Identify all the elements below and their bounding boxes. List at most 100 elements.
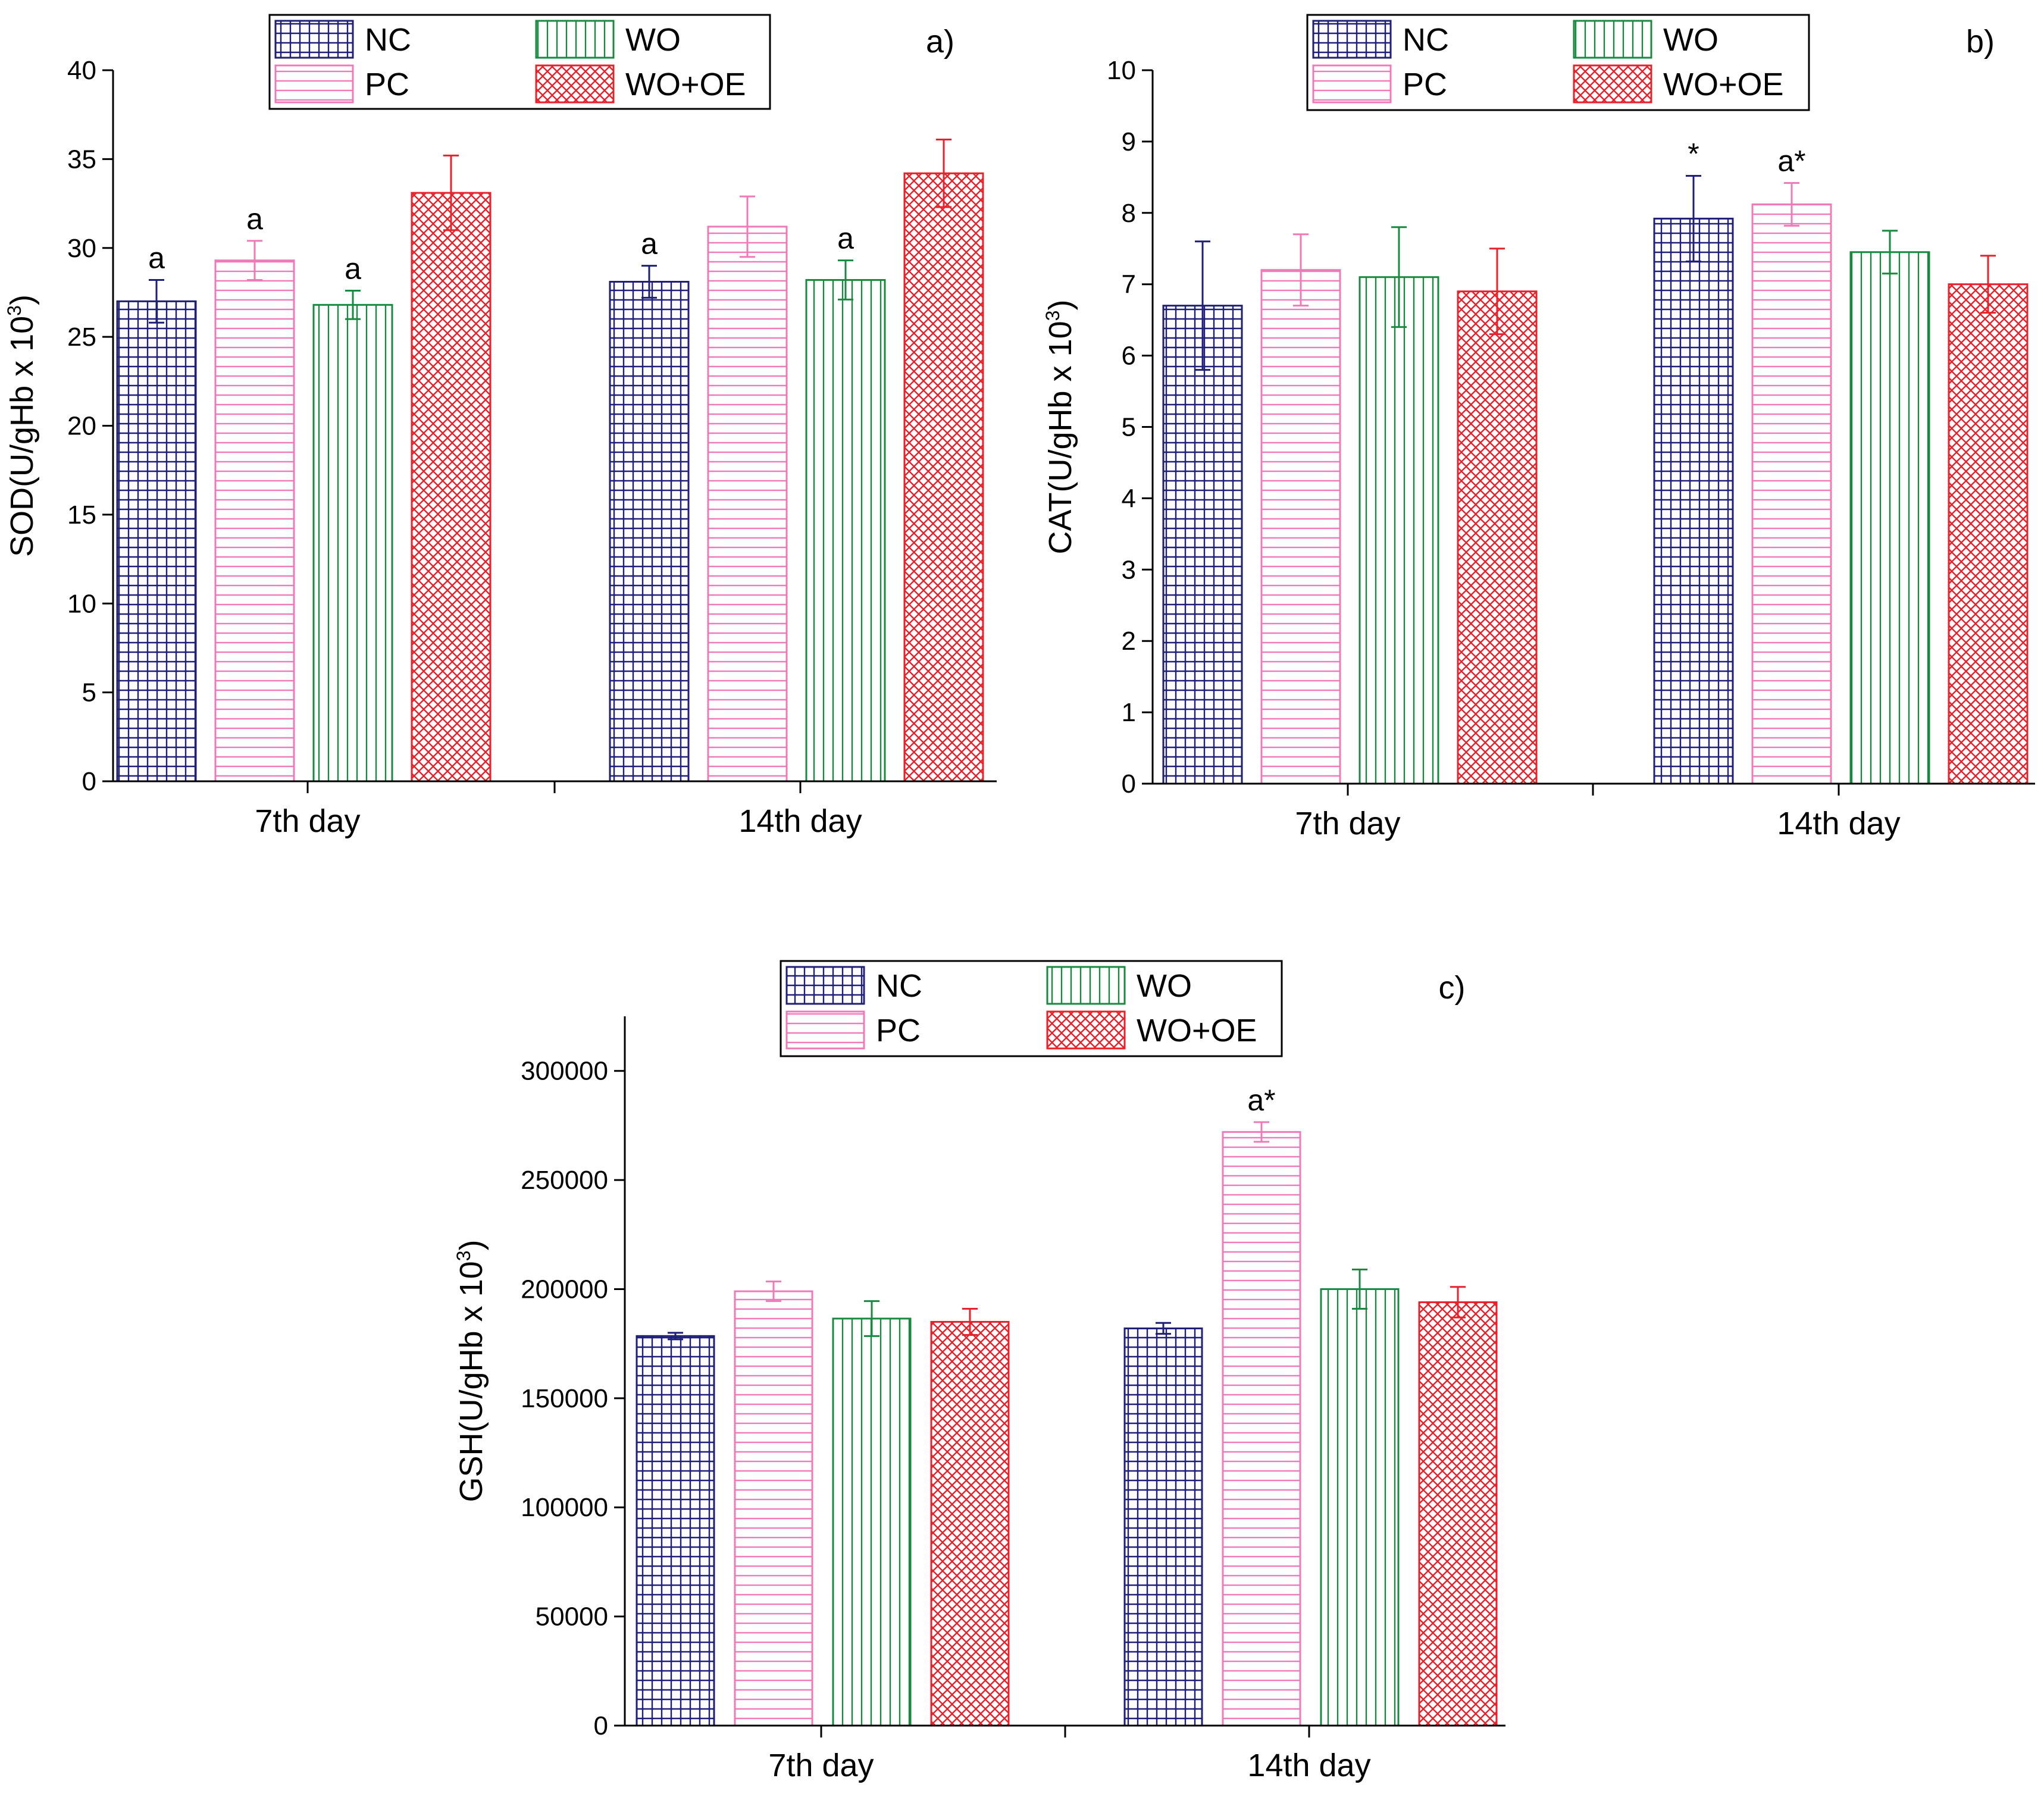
y-axis-label: CAT(U/gHb x 103) (1042, 300, 1078, 555)
y-tick-label: 0 (594, 1711, 608, 1740)
y-tick-label: 250000 (521, 1166, 608, 1195)
legend-swatch-pc (1312, 64, 1392, 104)
error-bar-wo-oe-14th-day (1450, 1286, 1466, 1319)
bar-pc-7th-day (1260, 269, 1341, 785)
bar-wo-14th-day (805, 279, 886, 782)
significance-label: * (1688, 137, 1699, 170)
y-tick-label: 15 (67, 500, 96, 530)
y-tick-label: 35 (67, 145, 96, 174)
bar-nc-14th-day (1653, 217, 1734, 785)
legend-label-pc: PC (1403, 67, 1447, 102)
legend-label-nc: NC (876, 968, 922, 1004)
bar-wo-oe-14th-day (1948, 283, 2029, 785)
y-tick-label: 30 (67, 234, 96, 263)
legend-swatch-wo (535, 20, 615, 59)
error-bar-wo-14th-day (1882, 230, 1898, 275)
y-tick-label: 5 (82, 678, 96, 707)
legend-label-nc: NC (365, 22, 411, 58)
error-bar-wo-oe-7th-day (962, 1307, 978, 1336)
x-tick-label-7th-day: 7th day (768, 1748, 874, 1783)
bar-wo-7th-day (1359, 276, 1439, 785)
legend-label-wo-oe: WO+OE (1137, 1013, 1257, 1048)
x-tick-label-14th-day: 14th day (1777, 806, 1900, 841)
legend-swatch-wo (1573, 20, 1652, 59)
y-tick-label: 20 (67, 412, 96, 441)
panel-label: c) (1439, 970, 1466, 1006)
y-tick-label: 8 (1122, 199, 1136, 228)
y-tick-label: 5 (1122, 413, 1136, 442)
y-tick-label: 40 (67, 56, 96, 85)
bar-nc-14th-day (609, 281, 690, 782)
error-bar-wo-7th-day (345, 289, 361, 320)
legend-swatch-nc (785, 966, 865, 1005)
error-bar-wo-14th-day (1352, 1268, 1367, 1310)
error-bar-wo-7th-day (1391, 226, 1407, 328)
panel-label: b) (1966, 24, 1995, 60)
error-bar-pc-7th-day (247, 240, 262, 281)
error-bar-nc-7th-day (149, 279, 164, 324)
legend: NC WO PC WO+OE (780, 960, 1283, 1057)
legend-swatch-wo-oe (535, 64, 615, 104)
significance-label: a (148, 242, 165, 275)
x-tick-label-7th-day: 7th day (255, 803, 360, 839)
bar-pc-14th-day (707, 226, 788, 782)
legend-swatch-nc (1312, 20, 1392, 59)
y-tick-label: 6 (1122, 342, 1136, 371)
y-tick-label: 200000 (521, 1275, 608, 1304)
error-bar-pc-7th-day (766, 1281, 781, 1303)
significance-label: a (345, 252, 361, 285)
bar-wo-oe-14th-day (1418, 1301, 1498, 1727)
error-bar-pc-7th-day (1293, 233, 1309, 307)
y-tick-label: 4 (1122, 484, 1136, 513)
x-tick-label-7th-day: 7th day (1295, 806, 1400, 841)
panel-label: a) (926, 24, 954, 60)
chart-panel-a: a a a a a 0 5 10 15 20 25 30 35 40 7th day 14th day SOD(… (4, 14, 997, 839)
significance-label: a (246, 202, 263, 236)
bar-wo-14th-day (1849, 251, 1930, 785)
significance-label: a* (1247, 1084, 1275, 1117)
legend-swatch-nc (274, 20, 354, 59)
y-tick-label: 9 (1122, 127, 1136, 156)
legend-swatch-pc (785, 1010, 865, 1050)
error-bar-pc-14th-day (740, 195, 755, 258)
error-bar-wo-oe-7th-day (1489, 248, 1505, 336)
bar-wo-oe-7th-day (1457, 290, 1538, 785)
bar-nc-7th-day (116, 300, 197, 782)
legend-label-nc: NC (1403, 22, 1449, 58)
error-bar-wo-oe-14th-day (936, 139, 951, 208)
legend-label-wo-oe: WO+OE (1663, 67, 1784, 102)
legend: NC WO PC WO+OE (1306, 14, 1810, 111)
y-tick-label: 1 (1122, 698, 1136, 727)
legend-swatch-wo-oe (1046, 1010, 1126, 1050)
y-tick-label: 10 (67, 589, 96, 618)
error-bar-nc-14th-day (1156, 1322, 1171, 1335)
bar-nc-14th-day (1123, 1327, 1203, 1727)
legend-label-wo: WO (1137, 968, 1192, 1004)
bar-pc-7th-day (734, 1290, 813, 1727)
bar-pc-14th-day (1751, 203, 1832, 785)
chart-panel-b: * a* 0 1 2 3 4 5 6 7 8 9 10 7th day 14th day CAT(U/gHb … (1042, 14, 2035, 841)
legend-swatch-wo-oe (1573, 64, 1652, 104)
error-bar-wo-oe-14th-day (1980, 255, 1996, 314)
legend-label-pc: PC (876, 1013, 921, 1048)
bar-pc-14th-day (1222, 1131, 1301, 1727)
significance-label: a (837, 222, 854, 255)
y-tick-label: 0 (1122, 769, 1136, 799)
y-tick-label: 50000 (536, 1602, 608, 1632)
legend-swatch-wo (1046, 966, 1126, 1005)
y-tick-label: 7 (1122, 270, 1136, 299)
error-bar-nc-7th-day (668, 1332, 683, 1341)
y-tick-label: 300000 (521, 1057, 608, 1086)
legend-label-wo-oe: WO+OE (625, 67, 746, 102)
error-bar-nc-7th-day (1195, 240, 1210, 371)
error-bar-wo-oe-7th-day (443, 154, 459, 231)
y-tick-label: 0 (82, 767, 96, 796)
bar-pc-7th-day (214, 259, 295, 782)
y-tick-label: 25 (67, 323, 96, 352)
legend: NC WO PC WO+OE (268, 14, 771, 110)
y-axis-label: GSH(U/gHb x 103) (453, 1240, 489, 1502)
significance-label: a* (1777, 144, 1805, 177)
y-tick-label: 3 (1122, 555, 1136, 584)
legend-label-pc: PC (365, 67, 409, 102)
